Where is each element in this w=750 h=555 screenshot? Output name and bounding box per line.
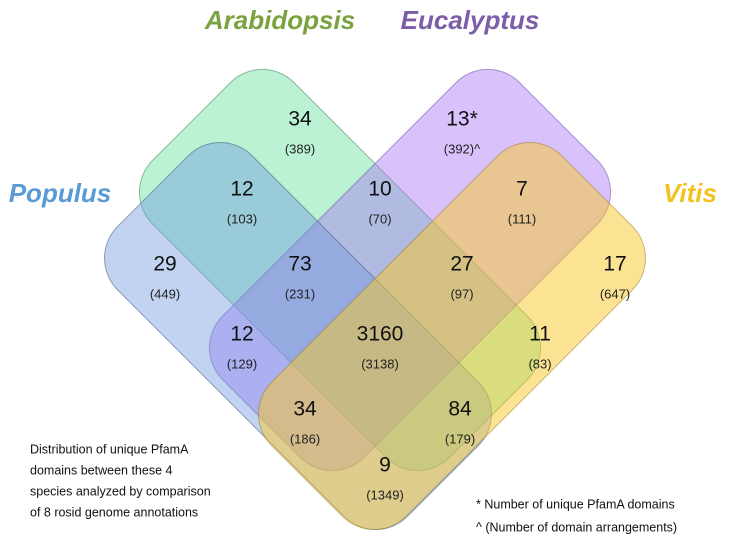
region-count: 13* (446, 108, 478, 131)
region-count: 12 (230, 323, 253, 346)
description-line: of 8 rosid genome annotations (30, 505, 198, 519)
footnote: * Number of unique PfamA domains (476, 497, 675, 511)
region-arrangements: (129) (227, 356, 257, 371)
region-arrangements: (1349) (366, 487, 404, 502)
description-line: Distribution of unique PfamA (30, 442, 189, 456)
region-count: 11 (529, 323, 551, 346)
footnote: ^ (Number of domain arrangements) (476, 520, 677, 534)
region-count: 34 (293, 398, 317, 421)
region-count: 7 (516, 178, 528, 201)
region-count: 17 (603, 253, 626, 276)
set-shapes (104, 68, 646, 530)
region-count: 27 (450, 253, 473, 276)
region-arrangements: (392)^ (444, 141, 481, 156)
region-count: 34 (288, 108, 312, 131)
set-label: Populus (9, 178, 112, 208)
region-count: 84 (448, 398, 472, 421)
region-arrangements: (83) (528, 356, 551, 371)
set-label: Eucalyptus (401, 5, 540, 35)
region-arrangements: (70) (368, 211, 391, 226)
region-count: 3160 (357, 323, 404, 346)
region-arrangements: (111) (508, 211, 536, 226)
region-arrangements: (97) (450, 286, 473, 301)
set-label: Vitis (663, 178, 717, 208)
region-arrangements: (231) (285, 286, 315, 301)
notes: Distribution of unique PfamA domains bet… (30, 442, 677, 534)
description-line: domains between these 4 (30, 463, 173, 477)
region-count: 9 (379, 454, 391, 477)
region-count: 29 (153, 253, 176, 276)
region-arrangements: (179) (445, 431, 475, 446)
vitis-set (258, 142, 646, 530)
region-arrangements: (449) (150, 286, 180, 301)
region-arrangements: (103) (227, 211, 257, 226)
region-arrangements: (647) (600, 286, 630, 301)
region-arrangements: (186) (290, 431, 320, 446)
region-count: 73 (288, 253, 311, 276)
set-label: Arabidopsis (204, 5, 355, 35)
region-count: 10 (368, 178, 391, 201)
description-line: species analyzed by comparison (30, 484, 211, 498)
region-arrangements: (3138) (361, 356, 399, 371)
region-arrangements: (389) (285, 141, 315, 156)
region-count: 12 (230, 178, 253, 201)
